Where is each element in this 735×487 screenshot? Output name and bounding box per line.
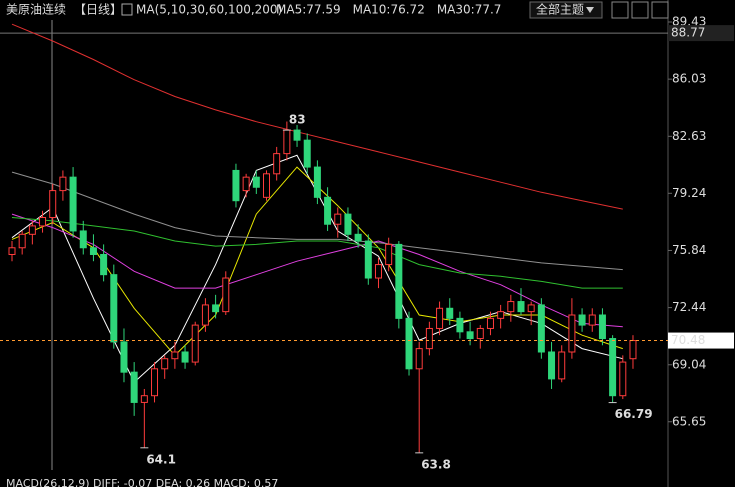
y-tick-label: 79.24 — [672, 186, 706, 200]
reference-label: 88.77 — [671, 26, 705, 40]
candle-body — [242, 176, 250, 192]
ma-setting: MA(5,10,30,60,100,200) — [136, 3, 282, 17]
candle-body — [181, 351, 189, 363]
candle-body — [578, 314, 586, 326]
candle-body — [252, 176, 260, 188]
candle-body — [201, 304, 209, 326]
candle-body — [344, 213, 352, 235]
ma-line — [11, 171, 623, 271]
candle-body — [140, 395, 148, 403]
candle-body — [151, 368, 159, 397]
candle-body — [18, 233, 26, 249]
legend: MA5:77.59 MA10:76.72 MA30:77.7 — [276, 3, 501, 17]
candle-body — [609, 338, 617, 397]
candle-body — [405, 317, 413, 370]
candle-body — [486, 317, 494, 329]
y-tick-label: 72.44 — [672, 300, 706, 314]
candle-body — [8, 247, 16, 255]
candle-body — [598, 314, 606, 340]
last-price-label: 70.48 — [671, 333, 705, 347]
legend-entry: MA10:76.72 — [353, 3, 425, 17]
ma-icon[interactable] — [121, 3, 133, 16]
candle-body — [476, 327, 484, 340]
button-down[interactable] — [631, 1, 649, 19]
period: 【日线】 — [74, 3, 122, 17]
candle-body — [385, 243, 393, 266]
ma-line — [11, 23, 623, 210]
candle-body — [517, 301, 525, 313]
reference-box — [668, 25, 734, 42]
candle-body — [415, 348, 423, 370]
candle-body — [232, 169, 240, 202]
candle-body — [324, 196, 332, 225]
annotation-label: 66.79 — [615, 407, 653, 421]
candle-body — [537, 304, 545, 353]
candle-body — [527, 304, 535, 313]
candle-body — [313, 166, 321, 198]
last-price-box — [668, 332, 734, 349]
candle-body — [456, 317, 464, 333]
candle-body — [548, 351, 556, 380]
candle-body — [497, 311, 505, 319]
candle-body — [334, 213, 342, 225]
candle-body — [283, 129, 291, 155]
candle-body — [222, 277, 230, 313]
candle-body — [110, 274, 118, 343]
y-tick-label: 75.84 — [672, 243, 706, 257]
candle-body — [588, 314, 596, 326]
button-close[interactable] — [651, 1, 669, 19]
y-tick-label: 65.65 — [672, 414, 706, 428]
legend-entry: MA5:77.59 — [276, 3, 341, 17]
candle-body — [293, 129, 301, 141]
candle-body — [466, 331, 474, 340]
candle-body — [364, 240, 372, 279]
y-tick-label: 82.63 — [672, 129, 706, 143]
candle-body — [558, 351, 566, 380]
candle-body — [629, 340, 637, 360]
candle-body — [446, 307, 454, 319]
y-tick-label: 69.04 — [672, 357, 706, 371]
candle-body — [171, 351, 179, 360]
ma-line — [11, 217, 623, 289]
candle-body — [568, 314, 576, 353]
theme-label: 全部主题 — [536, 2, 584, 17]
candle-body — [89, 247, 97, 255]
candle-body — [436, 307, 444, 329]
theme-button[interactable] — [529, 1, 603, 19]
candle-body — [425, 327, 433, 350]
y-tick-label: 89.43 — [672, 15, 706, 29]
candle-body — [161, 358, 169, 370]
symbol: 美原油连续 — [6, 2, 66, 17]
candle-body — [28, 225, 36, 235]
candle-body — [69, 176, 77, 232]
annotation-label: 64.1 — [146, 452, 176, 466]
dropdown-arrow — [586, 7, 594, 13]
candle-body — [303, 139, 311, 168]
candle-body — [191, 324, 199, 363]
candle-body — [39, 217, 47, 227]
annotation-label: 63.8 — [421, 457, 451, 471]
candle-body — [273, 153, 281, 175]
macd-label: MACD(26,12,9) DIFF: -0.07 DEA: 0.26 MACD… — [6, 477, 278, 487]
y-tick-label: 86.03 — [672, 72, 706, 86]
candle-body — [59, 176, 67, 192]
candle-body — [374, 264, 382, 279]
candle-body — [79, 230, 87, 249]
button-up[interactable] — [611, 1, 629, 19]
candle-body — [49, 190, 57, 219]
candle-body — [100, 253, 108, 276]
candle-body — [395, 243, 403, 319]
candle-body — [212, 304, 220, 313]
candle-body — [619, 361, 627, 397]
candle-body — [120, 341, 128, 373]
candle-body — [507, 301, 515, 313]
candle-body — [354, 233, 362, 242]
annotation-label: 83 — [289, 113, 306, 127]
candle-body — [263, 173, 270, 198]
candle-body — [130, 371, 138, 403]
legend-entry: MA30:77.7 — [437, 3, 502, 17]
